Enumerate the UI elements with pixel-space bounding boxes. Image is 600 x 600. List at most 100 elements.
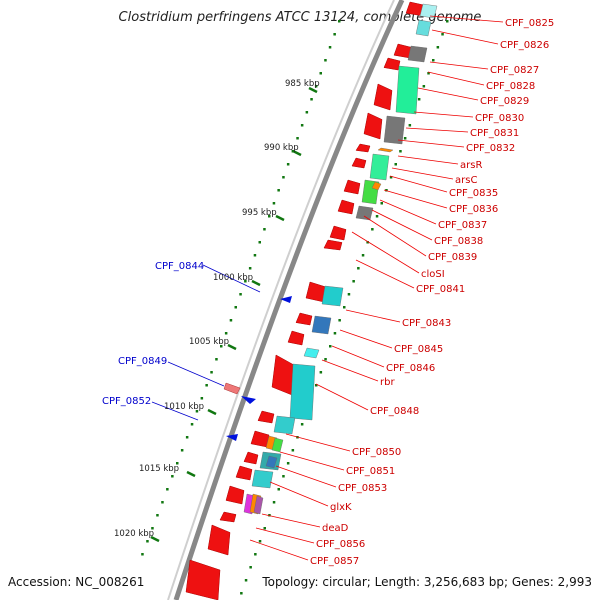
gene-block xyxy=(253,495,264,515)
inner-dot xyxy=(319,371,323,374)
forward-gene-arrow xyxy=(323,239,343,251)
inner-dot xyxy=(338,319,341,322)
scale-label: 985 kbp xyxy=(285,79,320,89)
label-leader xyxy=(285,433,351,452)
inner-dot xyxy=(422,85,426,88)
scale-dot xyxy=(328,46,332,49)
scale-tick xyxy=(275,214,285,222)
label-leader xyxy=(321,359,379,382)
inner-dot xyxy=(394,163,397,166)
forward-gene-arrow xyxy=(337,199,355,215)
forward-gene-arrow xyxy=(329,225,347,241)
scale-dot xyxy=(156,514,159,517)
inner-dot xyxy=(385,189,388,192)
gene-label: arsC xyxy=(455,175,477,186)
dotted-scale-ring xyxy=(141,20,449,595)
gene-block xyxy=(407,45,428,63)
scale-tick xyxy=(292,149,302,157)
label-leader xyxy=(383,189,448,209)
forward-gene-arrow xyxy=(250,430,270,448)
scale-labels: 985 kbp 990 kbp 995 kbp 1000 kbp 1005 kbp 101… xyxy=(114,79,320,539)
scale-dot xyxy=(338,20,341,23)
gene-label-reverse: CPF_0852 xyxy=(102,396,151,407)
scale-dot xyxy=(190,423,194,426)
inner-dot xyxy=(366,241,369,244)
gene-block xyxy=(383,115,406,145)
inner-dot xyxy=(427,72,430,75)
label-leader xyxy=(249,539,309,561)
scale-dot xyxy=(244,280,247,283)
label-leader xyxy=(417,87,479,101)
scale-dot xyxy=(239,293,242,296)
scale-dot xyxy=(300,124,304,127)
scale-tick xyxy=(150,535,160,543)
gene-block xyxy=(395,65,420,115)
inner-dot xyxy=(436,46,440,49)
inner-dot xyxy=(268,514,271,517)
gene-block xyxy=(311,315,332,335)
forward-gene-arrow xyxy=(295,312,313,326)
forward-gene-arrow xyxy=(207,524,231,556)
scale-dot xyxy=(176,462,179,465)
label-leader xyxy=(405,127,469,133)
gene-labels-left: CPF_0844 CPF_0849 CPF_0852 xyxy=(102,261,204,407)
label-leader xyxy=(427,71,485,86)
forward-gene-arrow xyxy=(355,143,371,153)
scale-dot xyxy=(314,85,318,88)
inner-dot xyxy=(389,176,393,179)
gene-label: CPF_0831 xyxy=(470,128,519,139)
label-leader xyxy=(389,175,448,193)
inner-dot xyxy=(272,501,276,504)
scale-dot xyxy=(263,228,266,231)
inner-dot xyxy=(432,59,435,62)
inner-dot xyxy=(446,20,449,23)
inner-dot xyxy=(258,540,262,543)
label-leader xyxy=(202,264,261,293)
gene-label: CPF_0828 xyxy=(486,81,535,92)
label-leader xyxy=(351,231,420,274)
forward-gene-arrow xyxy=(257,410,275,424)
forward-gene-arrow xyxy=(225,485,245,505)
inner-dot xyxy=(329,345,332,348)
inner-dot xyxy=(343,306,346,309)
inner-dot xyxy=(249,566,252,569)
scale-dot xyxy=(258,241,261,244)
label-leader xyxy=(279,451,345,471)
inner-dot xyxy=(371,228,374,231)
inner-dot xyxy=(352,280,355,283)
label-leader xyxy=(275,465,337,488)
scale-dot xyxy=(146,540,149,543)
inner-dot xyxy=(403,137,407,140)
topology-text: Topology: circular; Length: 3,256,683 bp… xyxy=(262,575,592,589)
scale-label: 995 kbp xyxy=(242,208,277,218)
label-leader xyxy=(261,513,321,528)
reverse-gene-blue xyxy=(226,434,238,441)
inner-dot xyxy=(417,98,421,101)
scale-tick xyxy=(227,343,237,351)
gene-label: CPF_0830 xyxy=(475,113,524,124)
gene-label: CPF_0857 xyxy=(310,556,359,567)
gene-label: deaD xyxy=(322,523,349,534)
gene-label: CPF_0838 xyxy=(434,236,483,247)
scale-tick xyxy=(251,279,261,287)
gene-block xyxy=(371,181,382,191)
forward-gene-arrow xyxy=(343,179,361,195)
forward-gene-arrow xyxy=(271,354,295,396)
gene-label: CPF_0853 xyxy=(338,483,387,494)
inner-dot xyxy=(244,579,248,582)
gene-label: CPF_0835 xyxy=(449,188,498,199)
scale-dot xyxy=(277,189,280,192)
gene-label: CPF_0825 xyxy=(505,18,554,29)
scale-dot xyxy=(272,202,276,205)
inner-dot xyxy=(399,150,402,153)
gene-block xyxy=(265,455,278,469)
scale-dot xyxy=(200,397,204,400)
inner-dot xyxy=(324,358,327,361)
inner-dot xyxy=(300,423,304,426)
label-leader xyxy=(269,481,329,507)
forward-gene-arrow xyxy=(383,57,401,71)
inner-dot xyxy=(333,332,337,335)
gene-block xyxy=(273,415,296,435)
